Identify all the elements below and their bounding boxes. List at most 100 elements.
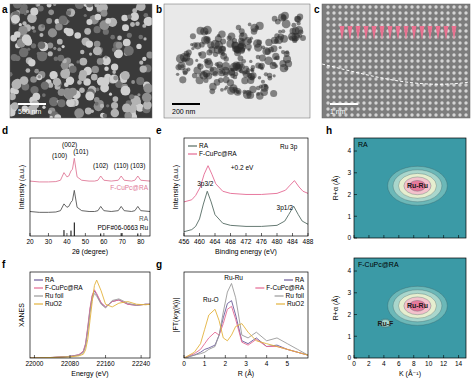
subtitle: F-CuPc@RA — [358, 261, 399, 268]
lattice-dot — [428, 77, 431, 80]
lattice-dot — [398, 77, 401, 80]
particle — [113, 76, 118, 81]
particle — [38, 5, 44, 11]
lattice-dot — [410, 101, 413, 104]
lattice-dot — [464, 77, 467, 80]
lattice-dot — [422, 5, 425, 8]
scale-bar-label: 200 nm — [172, 108, 196, 115]
particle — [258, 76, 261, 79]
x-tick-label: 80 — [137, 238, 145, 245]
particle — [101, 10, 108, 17]
plot-frame — [30, 272, 150, 358]
plot-area — [30, 158, 150, 236]
lattice-dot — [386, 113, 389, 116]
x-axis-label: K (Å⁻¹) — [399, 369, 421, 378]
plot-frame — [184, 272, 308, 358]
particle — [291, 33, 299, 41]
particle — [57, 47, 61, 51]
particle — [140, 65, 147, 72]
y-tick-label: 1 — [347, 213, 351, 220]
plot-area — [354, 258, 466, 358]
lattice-dot — [344, 83, 347, 86]
series-line — [184, 306, 308, 358]
particle — [261, 84, 269, 92]
lattice-dot — [398, 101, 401, 104]
particle — [66, 10, 71, 15]
particle — [53, 47, 56, 50]
particle — [13, 4, 22, 9]
y-axis-label: R+α (Å) — [331, 296, 340, 320]
lattice-dot — [326, 41, 329, 44]
x-tick-label: 22080 — [61, 360, 79, 367]
lattice-dot — [374, 11, 377, 14]
lattice-dot — [392, 47, 395, 50]
x-tick-label: 4 — [265, 360, 269, 367]
particle — [186, 53, 190, 57]
lattice-dot — [398, 89, 401, 92]
x-tick-label: 1 — [203, 360, 207, 367]
x-tick — [122, 233, 123, 236]
lattice-dot — [434, 95, 437, 98]
lattice-dot — [392, 101, 395, 104]
legend-swatch — [34, 303, 43, 304]
lattice-dot — [356, 65, 359, 68]
lattice-dot — [410, 53, 413, 56]
lattice-dot — [350, 59, 353, 62]
lattice-dot — [416, 23, 419, 26]
particle — [96, 88, 100, 92]
lattice-dot — [368, 35, 371, 38]
lattice-dot — [440, 77, 443, 80]
lattice-dot — [458, 65, 461, 68]
lattice-dot — [434, 77, 437, 80]
particle — [223, 72, 228, 77]
lattice-dot — [350, 53, 353, 56]
x-tick-label: 2 — [224, 360, 228, 367]
lattice-dot — [434, 107, 437, 110]
lattice-dot — [356, 41, 359, 44]
particle — [190, 33, 196, 39]
particle — [213, 71, 218, 76]
lattice-dot — [422, 35, 425, 38]
lattice-dot — [368, 17, 371, 20]
lattice-dot — [416, 5, 419, 8]
x-tick-label: 70 — [119, 238, 127, 245]
peak-label: Ru-Ru — [407, 182, 428, 189]
lattice-dot — [368, 47, 371, 50]
y-tick-label: 2 — [347, 191, 351, 198]
series-line — [184, 166, 308, 202]
lattice-dot — [362, 41, 365, 44]
lattice-dot — [368, 41, 371, 44]
hrtem-background — [322, 4, 470, 118]
lattice-dot — [428, 89, 431, 92]
lattice-dot — [350, 83, 353, 86]
lattice-dot — [422, 65, 425, 68]
chart-panel: 01234Ru-RuRAhR+α (Å) — [326, 125, 466, 241]
lattice-dot — [428, 71, 431, 74]
legend-swatch — [255, 287, 264, 288]
lattice-dot — [428, 47, 431, 50]
lattice-dot — [458, 113, 461, 116]
particle — [213, 52, 218, 57]
lattice-dot — [452, 5, 455, 8]
lattice-marker — [412, 26, 417, 40]
particle — [21, 4, 28, 11]
lattice-dot — [326, 53, 329, 56]
lattice-dot — [410, 95, 413, 98]
x-tick — [287, 355, 288, 358]
legend-swatch — [34, 279, 43, 280]
lattice-dot — [338, 47, 341, 50]
legend-swatch — [284, 279, 293, 280]
lattice-dot — [410, 71, 413, 74]
particle — [246, 71, 249, 74]
x-tick-label: 20 — [26, 238, 34, 245]
lattice-dot — [458, 77, 461, 80]
particle — [41, 81, 49, 89]
lattice-dot — [434, 5, 437, 8]
lattice-marker — [388, 26, 393, 40]
particle — [183, 71, 188, 76]
particle — [220, 38, 226, 44]
particle — [100, 104, 104, 108]
lattice-dot — [422, 89, 425, 92]
x-tick — [184, 233, 185, 236]
x-tick-label: 0 — [352, 360, 356, 367]
